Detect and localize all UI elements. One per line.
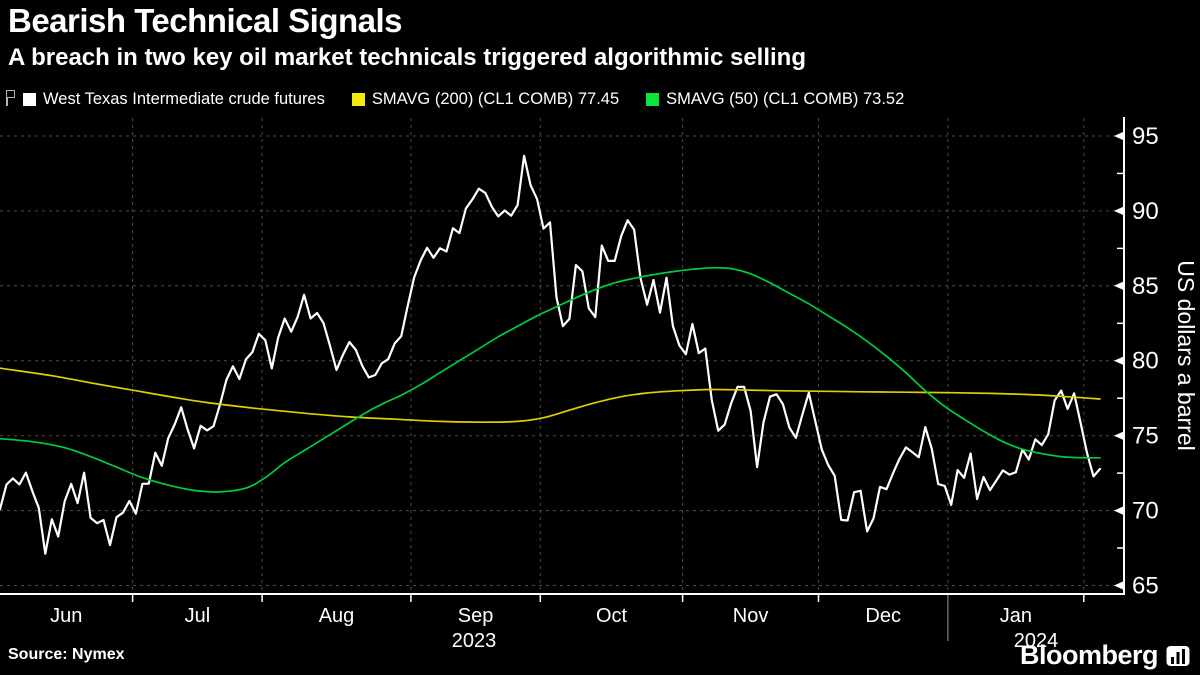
- x-month-label: Jan: [1000, 605, 1032, 627]
- legend-label-wti: West Texas Intermediate crude futures: [43, 90, 325, 108]
- axes: 65 70 75 80 85 90 95 Jun Jul Aug Sep Oct Nov Dec Jan 20…: [0, 117, 1159, 652]
- y-axis-title: US dollars a barrel: [1173, 260, 1199, 450]
- legend-item-smavg50: SMAVG (50) (CL1 COMB) 73.52: [646, 90, 904, 109]
- legend-item-smavg200: SMAVG (200) (CL1 COMB) 77.45: [351, 90, 620, 109]
- x-year-label: 2024: [1014, 630, 1059, 652]
- y-major-tick: [1114, 581, 1124, 590]
- y-tick-label: 85: [1132, 273, 1159, 300]
- x-year-label: 2023: [452, 630, 497, 652]
- smavg50-line: [0, 266, 1101, 493]
- smavg200-swatch-icon: [351, 93, 365, 106]
- y-major-tick: [1114, 206, 1124, 216]
- y-major-tick: [1114, 131, 1124, 141]
- price-chart: 65 70 75 80 85 90 95 Jun Jul Aug Sep Oct Nov Dec Jan 20…: [0, 117, 1199, 652]
- y-tick-label: 90: [1132, 198, 1159, 225]
- smavg50-swatch-icon: [646, 93, 660, 106]
- y-tick-label: 80: [1132, 348, 1159, 375]
- bloomberg-wordmark: Bloomberg: [1019, 640, 1159, 670]
- page-subtitle: A breach in two key oil market technical…: [8, 44, 806, 71]
- wti-swatch-icon: [23, 93, 36, 106]
- x-month-label: Oct: [596, 605, 628, 627]
- smavg200-line: [0, 367, 1101, 424]
- x-month-label: Jun: [50, 605, 82, 627]
- bloomberg-chart-icon: [1166, 645, 1190, 666]
- y-tick-label: 95: [1132, 123, 1159, 150]
- legend-label-smavg50: SMAVG (50) (CL1 COMB) 73.52: [666, 90, 905, 108]
- legend-item-wti: West Texas Intermediate crude futures: [5, 90, 325, 109]
- source-note: Source: Nymex: [8, 646, 125, 663]
- y-major-tick: [1114, 431, 1124, 441]
- y-tick-label: 70: [1132, 498, 1159, 525]
- chart-legend: West Texas Intermediate crude futures SM…: [5, 90, 931, 109]
- page-title: Bearish Technical Signals: [8, 2, 403, 39]
- x-month-label: Nov: [733, 605, 769, 627]
- x-month-label: Jul: [185, 605, 211, 627]
- bloomberg-logo: Bloomberg: [1020, 640, 1190, 671]
- x-month-label: Aug: [319, 605, 355, 627]
- series: [0, 154, 1102, 555]
- wti-line: [0, 154, 1102, 555]
- gridlines: [0, 118, 1124, 594]
- x-month-label: Sep: [458, 605, 494, 627]
- y-major-tick: [1114, 356, 1124, 366]
- x-month-label: Dec: [865, 605, 901, 627]
- y-major-tick: [1114, 506, 1124, 516]
- chart-flag-icon: [5, 89, 17, 107]
- y-major-tick: [1114, 281, 1124, 291]
- y-tick-label: 65: [1132, 573, 1159, 600]
- y-tick-label: 75: [1132, 423, 1159, 450]
- legend-label-smavg200: SMAVG (200) (CL1 COMB) 77.45: [371, 90, 620, 108]
